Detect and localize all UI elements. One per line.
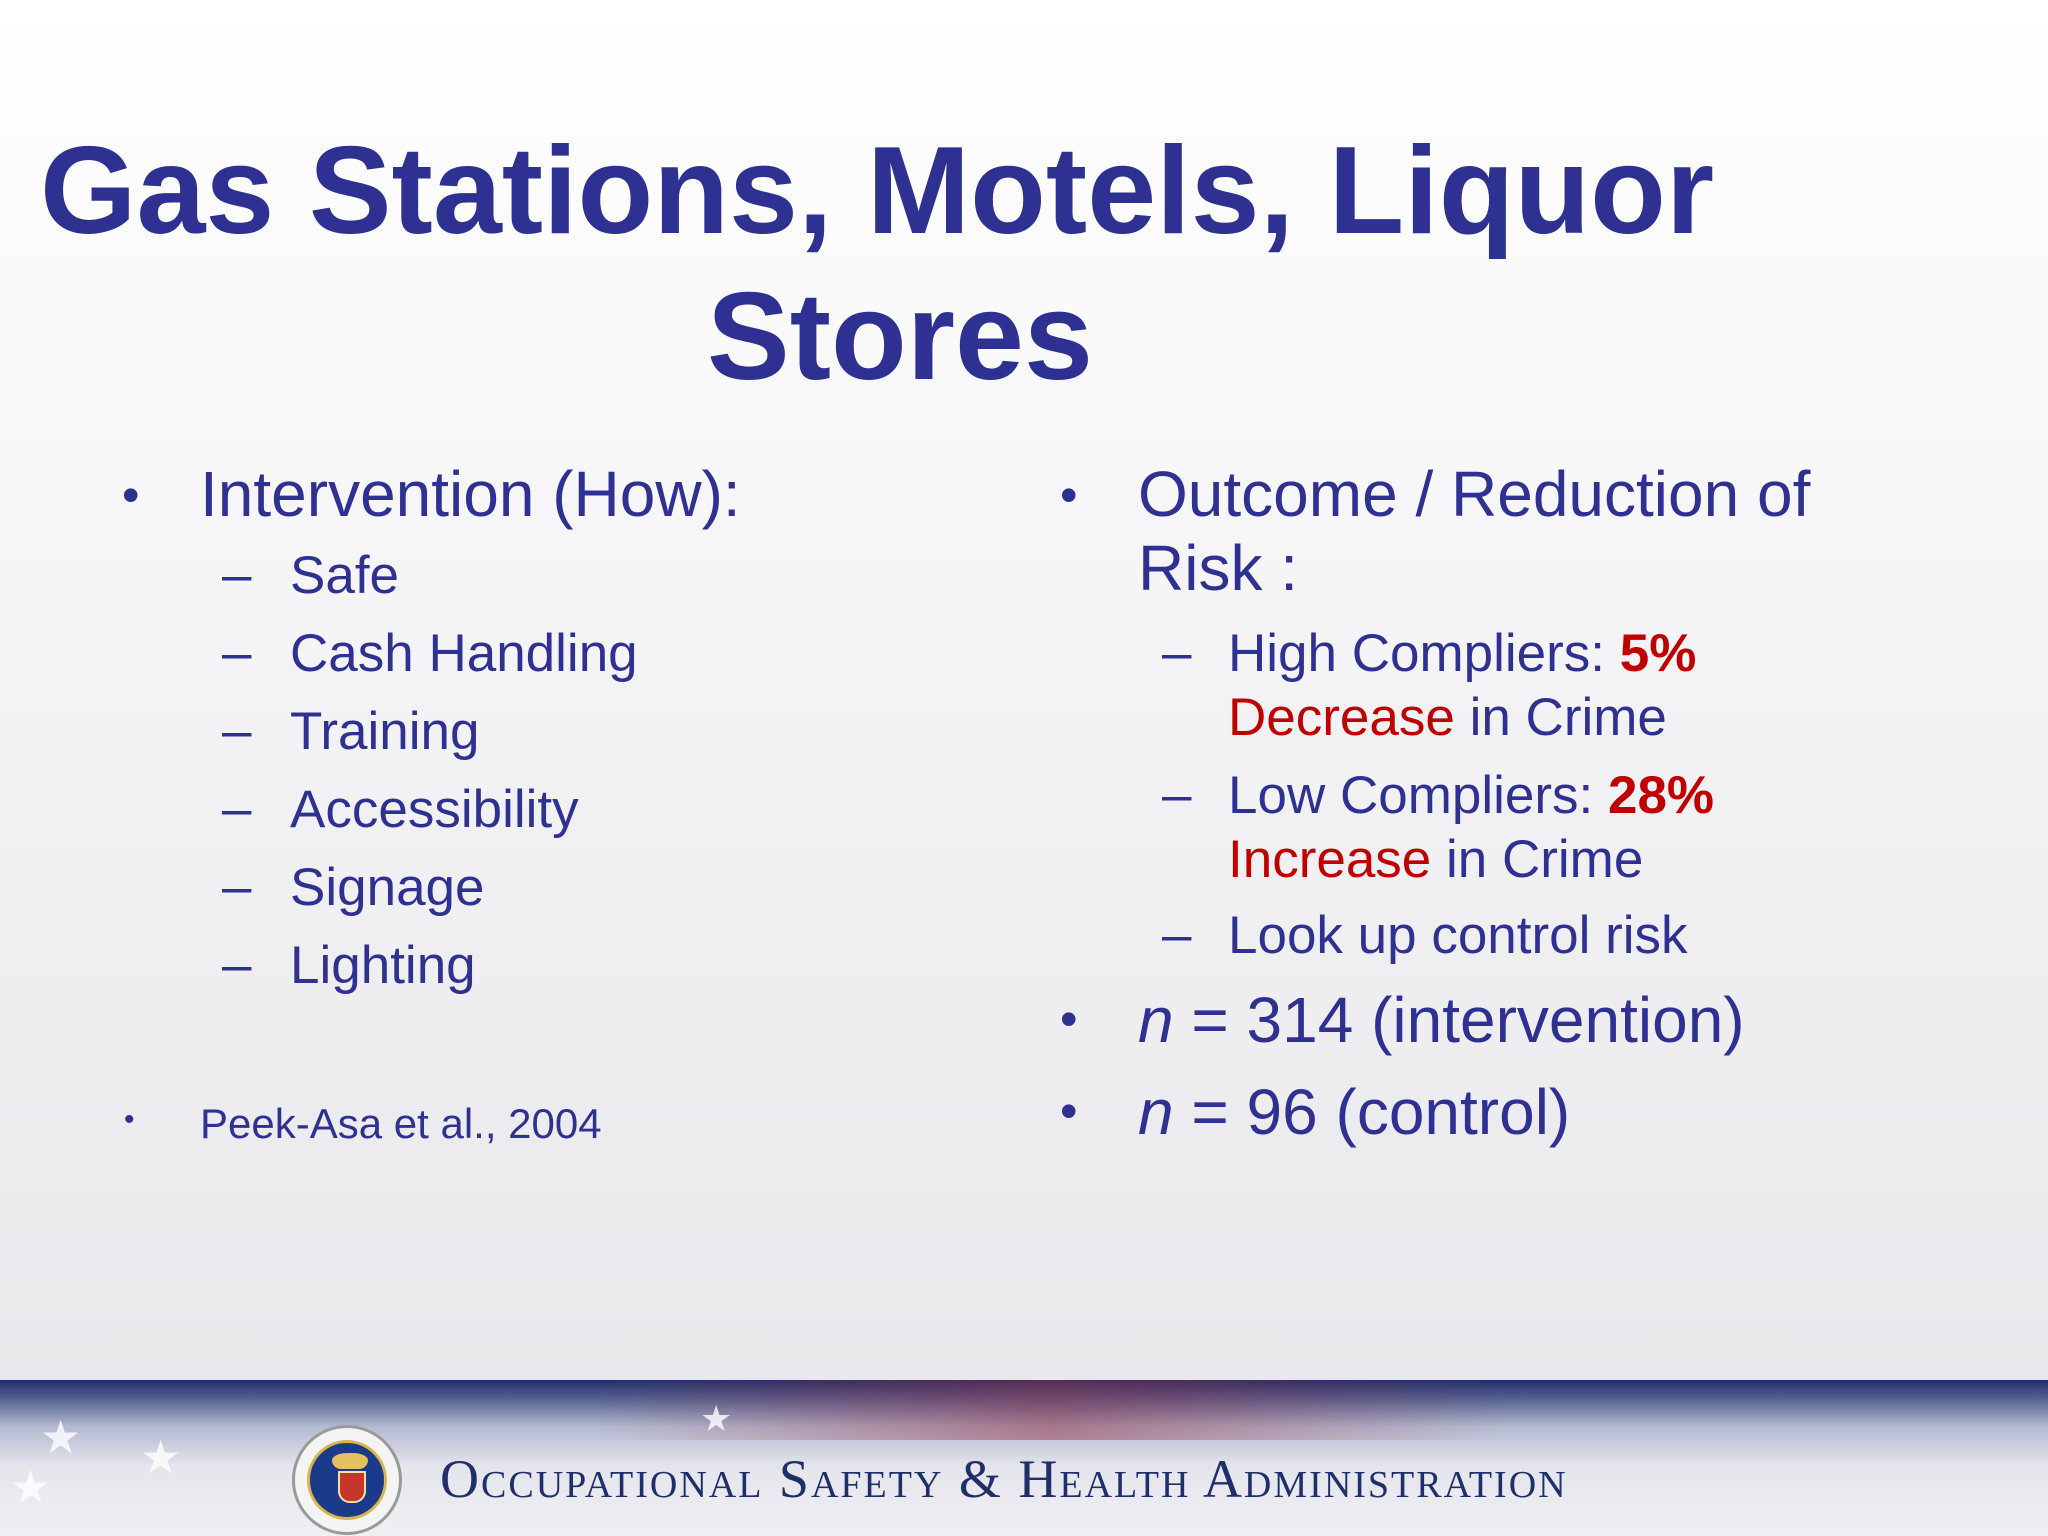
outcome-heading-line-1: Outcome / Reduction of [1138, 458, 1811, 530]
star-icon: ★ [700, 1398, 733, 1439]
high-compliers-item: High Compliers: 5% Decrease in Crime [1228, 622, 1788, 750]
slide-title-line-2: Stores [707, 268, 1093, 406]
star-icon: ★ [40, 1411, 82, 1463]
n-variable: n [1138, 984, 1174, 1056]
dash-icon: – [222, 701, 252, 760]
seal-inner [307, 1440, 387, 1520]
bullet-icon: • [1060, 1083, 1078, 1139]
n-control-text: = 96 (control) [1173, 1076, 1571, 1148]
high-compliers-rest: in Crime [1454, 688, 1667, 747]
low-compliers-percent: 28% [1607, 766, 1715, 825]
dash-icon: – [222, 779, 252, 838]
high-compliers-label: High Compliers: [1228, 624, 1620, 683]
eagle-icon [332, 1453, 368, 1469]
n-control: n = 96 (control) [1138, 1074, 1570, 1150]
flag-stripe-decoration [600, 1380, 1500, 1440]
dash-icon: – [222, 857, 252, 916]
intervention-item-training: Training [290, 702, 480, 761]
dash-icon: – [1162, 623, 1192, 682]
intervention-item-accessibility: Accessibility [290, 780, 579, 839]
low-compliers-item: Low Compliers: 28% Increase in Crime [1228, 764, 1788, 892]
intervention-item-lighting: Lighting [290, 936, 476, 995]
low-compliers-label: Low Compliers: [1228, 766, 1608, 825]
dash-icon: – [1162, 905, 1192, 964]
n-variable: n [1138, 1076, 1174, 1148]
outcome-heading-line-2: Risk : [1138, 532, 1298, 604]
n-intervention-text: = 314 (intervention) [1173, 984, 1745, 1056]
bullet-icon: • [1060, 991, 1078, 1047]
agency-name: Occupational Safety & Health Administrat… [440, 1449, 1568, 1509]
low-compliers-rest: in Crime [1431, 830, 1644, 889]
dash-icon: – [1162, 765, 1192, 824]
slide-title: Gas Stations, Motels, Liquor Stores [40, 118, 1760, 410]
low-compliers-change: Increase [1228, 830, 1432, 889]
high-compliers-percent: 5% [1619, 624, 1697, 683]
high-compliers-change: Decrease [1228, 688, 1455, 747]
n-intervention: n = 314 (intervention) [1138, 982, 1745, 1058]
intervention-item-cash-handling: Cash Handling [290, 624, 638, 683]
look-up-control-risk: Look up control risk [1228, 906, 1688, 965]
bullet-icon: • [124, 1103, 135, 1136]
shield-icon [338, 1471, 366, 1503]
star-icon: ★ [10, 1461, 52, 1513]
dash-icon: – [222, 545, 252, 604]
citation: Peek-Asa et al., 2004 [200, 1100, 602, 1147]
dash-icon: – [222, 623, 252, 682]
star-icon: ★ [140, 1431, 182, 1483]
bullet-icon: • [122, 467, 140, 523]
bullet-icon: • [1060, 467, 1078, 523]
intervention-item-safe: Safe [290, 546, 400, 605]
dol-seal-logo [292, 1425, 402, 1535]
slide-title-line-1: Gas Stations, Motels, Liquor [40, 122, 1715, 260]
dash-icon: – [222, 935, 252, 994]
intervention-heading: Intervention (How): [200, 458, 741, 530]
intervention-item-signage: Signage [290, 858, 485, 917]
